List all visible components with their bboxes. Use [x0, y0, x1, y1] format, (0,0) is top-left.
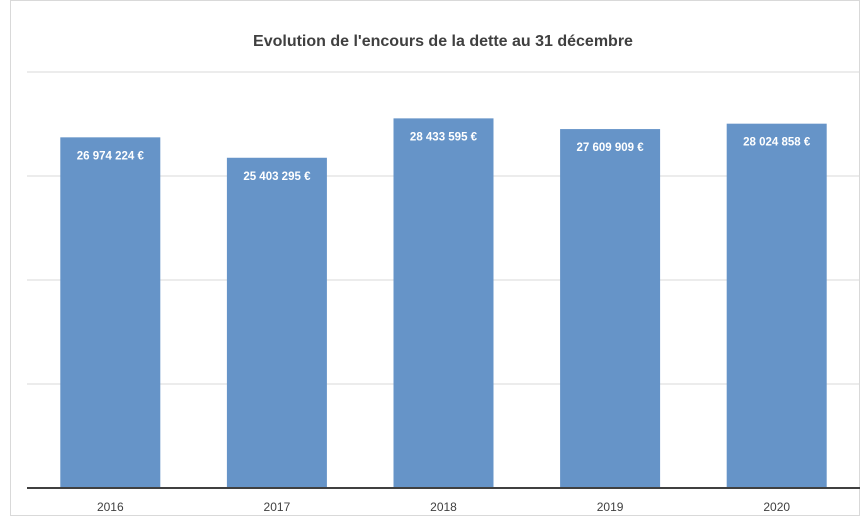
bar — [560, 129, 661, 489]
data-label: 26 974 224 € — [77, 150, 145, 162]
bar — [726, 123, 827, 488]
x-tick-label: 2019 — [597, 500, 624, 514]
bar — [226, 157, 327, 488]
data-label: 27 609 909 € — [577, 142, 645, 154]
data-label: 25 403 295 € — [243, 171, 311, 183]
bar — [393, 118, 494, 488]
data-label: 28 433 595 € — [410, 131, 478, 143]
x-tick-label: 2016 — [97, 500, 124, 514]
x-tick-label: 2018 — [430, 500, 457, 514]
chart-title: Evolution de l'encours de la dette au 31… — [253, 33, 633, 50]
x-tick-label: 2020 — [763, 500, 790, 514]
bar — [60, 137, 161, 488]
x-tick-label: 2017 — [264, 500, 291, 514]
data-label: 28 024 858 € — [743, 137, 811, 149]
